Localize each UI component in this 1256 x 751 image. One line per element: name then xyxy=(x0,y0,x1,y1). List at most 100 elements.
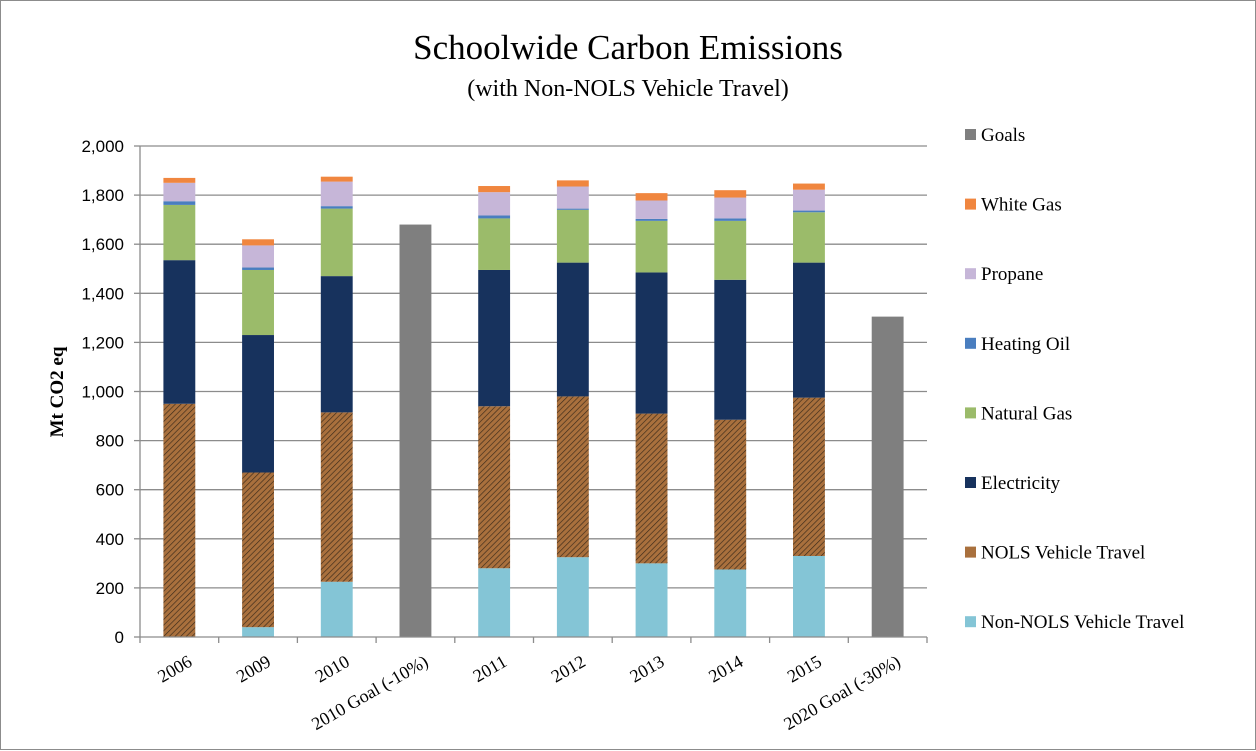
bar-2011-propane xyxy=(478,192,511,216)
bar-2010-nols-vehicle-travel xyxy=(320,412,353,582)
legend-label-electricity: Electricity xyxy=(981,473,1061,494)
bar-2013-electricity xyxy=(635,272,668,414)
y-axis-ticks: 0 200 400 600 800 1,000 1,200 1,400 1,600 1,800 2,… xyxy=(81,137,140,647)
bar-2014-white-gas xyxy=(714,190,747,198)
legend-label-propane: Propane xyxy=(981,264,1043,285)
legend-label-goals: Goals xyxy=(981,125,1025,146)
legend: Goals White Gas Propane Heating Oil Natural … xyxy=(965,125,1184,633)
bar-2006-heating-oil xyxy=(163,201,196,205)
legend-label-nols-vehicle-travel: NOLS Vehicle Travel xyxy=(981,543,1145,564)
y-tick-label: 1,400 xyxy=(81,284,124,303)
bar-2011-non-nols-vehicle-travel xyxy=(478,568,511,637)
chart-subtitle: (with Non-NOLS Vehicle Travel) xyxy=(467,76,789,102)
bar-2011-white-gas xyxy=(478,186,511,193)
bar-2013-natural-gas xyxy=(635,220,668,273)
bar-2014-nols-vehicle-travel xyxy=(714,419,747,570)
bar-2012-non-nols-vehicle-travel xyxy=(556,557,589,637)
bar-2015-non-nols-vehicle-travel xyxy=(793,555,825,637)
y-axis-label: Mt CO2 eq xyxy=(47,346,68,437)
bar-2013-non-nols-vehicle-travel xyxy=(635,563,668,637)
bar-2015-natural-gas xyxy=(793,212,825,263)
bar-2010-heating-oil xyxy=(320,206,353,209)
legend-swatch-non-nols-vehicle-travel xyxy=(965,616,976,628)
y-tick-label: 2,000 xyxy=(81,137,124,156)
bar-2012-heating-oil xyxy=(556,208,589,210)
bar-2009-heating-oil xyxy=(242,267,274,270)
bar-2006-natural-gas xyxy=(163,204,196,261)
legend-swatch-white-gas xyxy=(965,198,976,210)
bar-2009-propane xyxy=(242,245,274,268)
bar-2012-nols-vehicle-travel xyxy=(556,396,589,558)
bar-2015-propane xyxy=(793,189,825,211)
y-tick-label: 1,600 xyxy=(81,235,124,254)
bar-2011-nols-vehicle-travel xyxy=(478,406,511,569)
legend-swatch-nols-vehicle-travel xyxy=(965,546,976,558)
x-tick-label: 2015 xyxy=(784,651,825,686)
legend-swatch-goals xyxy=(965,129,976,140)
bar-2015-white-gas xyxy=(793,183,825,190)
chart-title: Schoolwide Carbon Emissions xyxy=(413,28,843,67)
bar-2012-propane xyxy=(556,186,589,209)
bars xyxy=(163,176,904,637)
y-tick-label: 400 xyxy=(96,530,124,549)
bar-2009-electricity xyxy=(242,335,274,473)
bar-2009-non-nols-vehicle-travel xyxy=(242,627,274,637)
bar-2013-white-gas xyxy=(635,193,668,201)
y-tick-label: 0 xyxy=(115,628,124,647)
bar-2011-heating-oil xyxy=(478,215,511,219)
legend-swatch-natural-gas xyxy=(965,407,976,419)
x-tick-label: 2009 xyxy=(233,651,274,686)
x-tick-label: 2010 xyxy=(312,651,353,686)
y-tick-label: 1,000 xyxy=(81,383,124,402)
y-tick-label: 1,800 xyxy=(81,186,124,205)
x-tick-label: 2013 xyxy=(626,651,667,686)
bar-2013-propane xyxy=(635,200,668,219)
bar-2010-propane xyxy=(320,181,353,207)
bar-2006-nols-vehicle-travel xyxy=(163,403,196,637)
bar-2011-natural-gas xyxy=(478,218,511,270)
legend-swatch-electricity xyxy=(965,477,976,488)
y-tick-label: 200 xyxy=(96,579,124,598)
bar-2014-non-nols-vehicle-travel xyxy=(714,569,747,637)
y-tick-label: 600 xyxy=(96,481,124,500)
legend-label-natural-gas: Natural Gas xyxy=(981,403,1072,424)
x-tick-label: 2006 xyxy=(154,651,195,686)
y-tick-label: 1,200 xyxy=(81,333,124,352)
bar-2015-electricity xyxy=(793,262,825,398)
x-tick-label: 2014 xyxy=(705,651,746,686)
bar-2010-non-nols-vehicle-travel xyxy=(320,581,353,637)
bar-2009-nols-vehicle-travel xyxy=(242,472,274,628)
legend-swatch-propane xyxy=(965,268,976,280)
bar-2012-white-gas xyxy=(556,180,589,187)
bar-2010-natural-gas xyxy=(320,208,353,277)
bar-2006-electricity xyxy=(163,260,196,404)
bar-2014-propane xyxy=(714,197,747,219)
legend-label-white-gas: White Gas xyxy=(981,195,1062,216)
x-tick-label: 2011 xyxy=(470,651,511,686)
bar-2014-natural-gas xyxy=(714,220,747,280)
y-tick-label: 800 xyxy=(96,432,124,451)
bar-2013-heating-oil xyxy=(635,218,668,221)
bar-2011-electricity xyxy=(478,269,511,407)
bar-2014-electricity xyxy=(714,279,747,420)
bar-2015-nols-vehicle-travel xyxy=(793,397,825,556)
legend-label-non-nols-vehicle-travel: Non-NOLS Vehicle Travel xyxy=(981,612,1184,633)
bar-2010-electricity xyxy=(320,276,353,413)
legend-swatch-heating-oil xyxy=(965,337,976,349)
legend-label-heating-oil: Heating Oil xyxy=(981,334,1070,355)
bar-2009-natural-gas xyxy=(242,269,274,336)
x-tick-label: 2012 xyxy=(548,651,589,686)
bar-2010-goal-10-goals xyxy=(399,224,432,637)
bar-2012-natural-gas xyxy=(556,209,589,263)
bar-2006-white-gas xyxy=(163,177,196,183)
bar-2006-propane xyxy=(163,182,196,202)
bar-2014-heating-oil xyxy=(714,218,747,221)
bar-2013-nols-vehicle-travel xyxy=(635,413,668,564)
bar-2015-heating-oil xyxy=(793,210,825,213)
bar-2020-goal-30-goals xyxy=(871,316,904,637)
bar-2012-electricity xyxy=(556,262,589,397)
bar-2009-white-gas xyxy=(242,239,274,246)
